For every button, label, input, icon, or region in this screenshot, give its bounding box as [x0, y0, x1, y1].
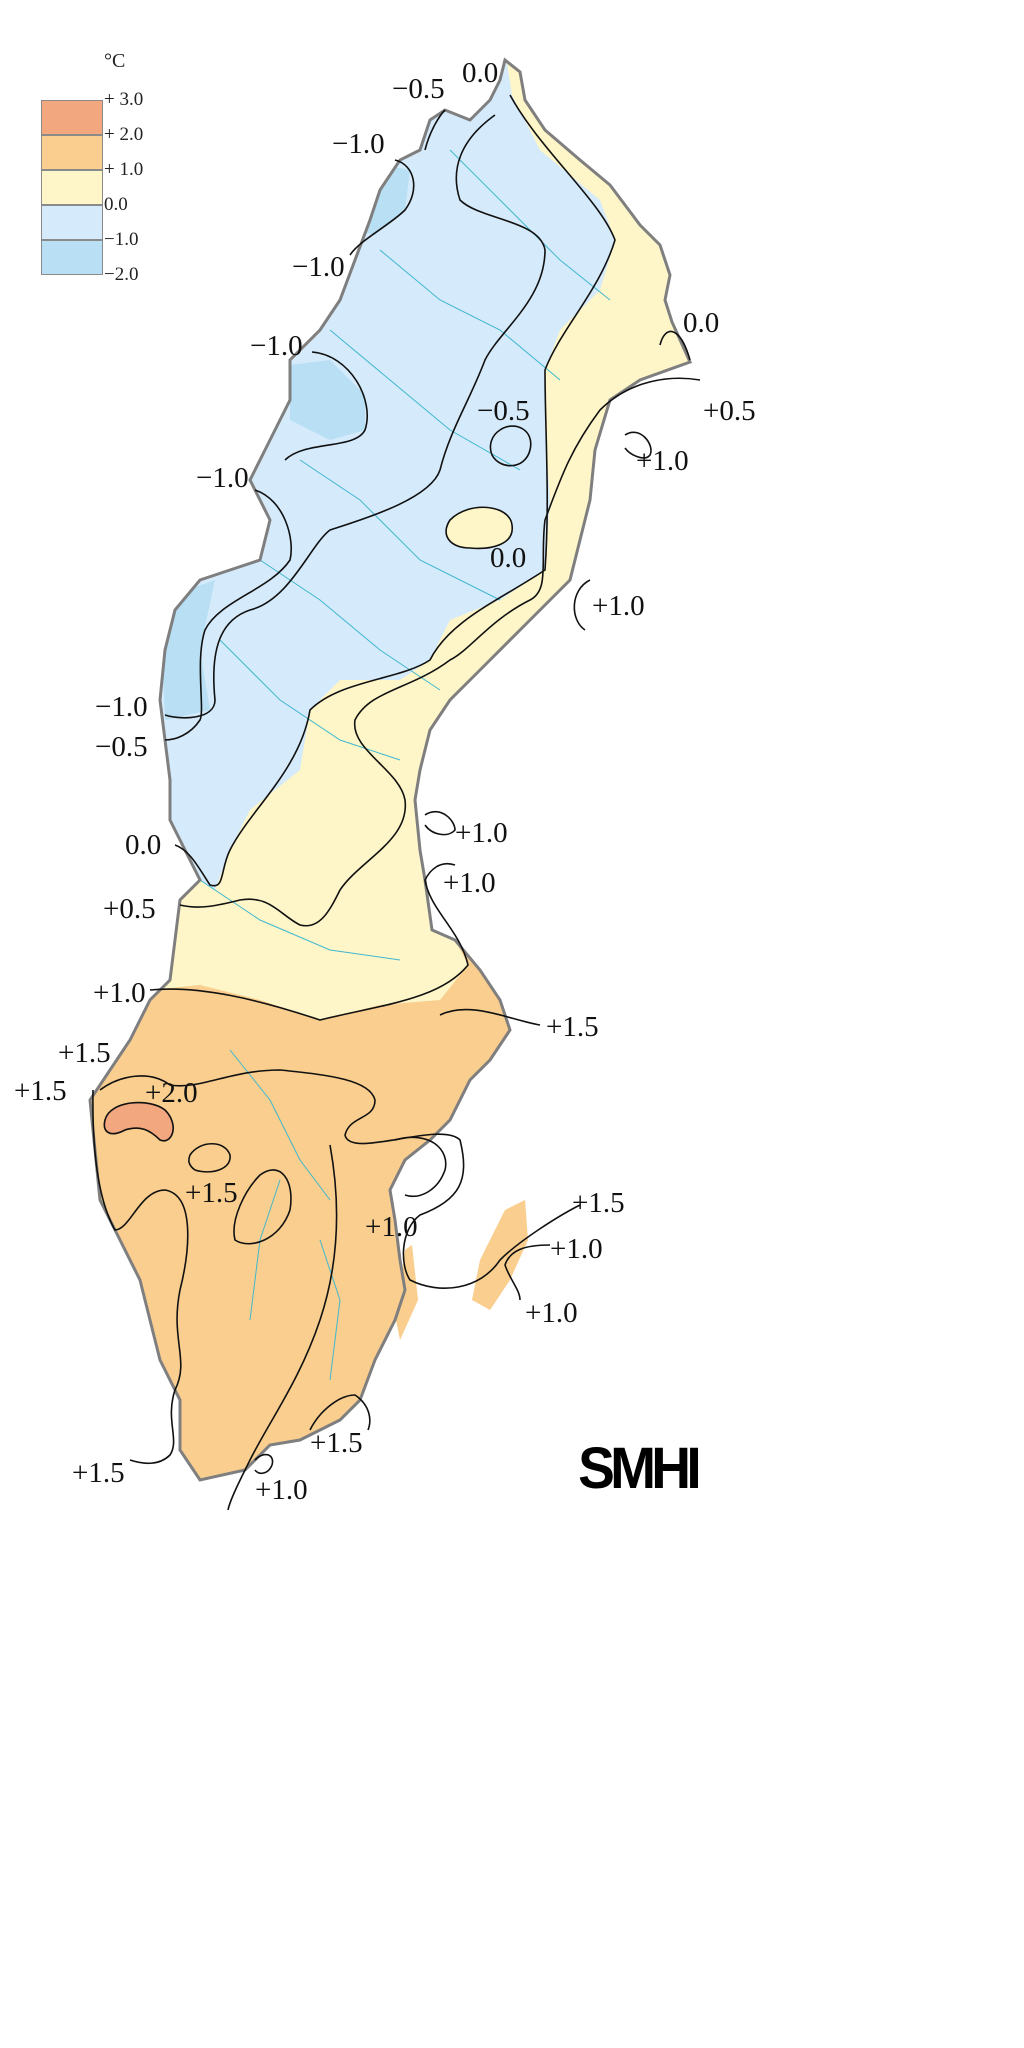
contour-label: −0.5: [95, 731, 148, 763]
isotherms: [92, 94, 701, 1511]
contour-label: +1.0: [455, 817, 508, 849]
contour-label: −1.0: [250, 330, 303, 362]
legend-swatch-m1-0: [41, 205, 103, 240]
contour-label: −0.5: [477, 395, 530, 427]
contour-label: +1.0: [93, 977, 146, 1009]
legend-swatch-0-1: [41, 170, 103, 205]
contour-label: 0.0: [125, 829, 161, 861]
contour-label: +1.5: [72, 1457, 125, 1489]
contour-label: +1.5: [185, 1177, 238, 1209]
contour-label: 0.0: [462, 57, 498, 89]
contour-label: +1.0: [592, 590, 645, 622]
contour-label: +1.0: [636, 445, 689, 477]
contour-label: +1.5: [58, 1037, 111, 1069]
legend-tick: + 2.0: [104, 124, 144, 145]
legend-tick: 0.0: [104, 194, 128, 215]
contour-label: −0.5: [392, 73, 445, 105]
contour-label: −1.0: [95, 691, 148, 723]
contour-label: +1.0: [255, 1474, 308, 1506]
contour-label: −1.0: [292, 251, 345, 283]
contour-label: +1.5: [14, 1075, 67, 1107]
contour-label: +1.0: [365, 1211, 418, 1243]
contour-label: +1.0: [550, 1233, 603, 1265]
contour-label: −1.0: [332, 128, 385, 160]
smhi-logo: SMHI: [578, 1436, 702, 1501]
contour-label: 0.0: [683, 307, 719, 339]
contour-label: 0.0: [490, 542, 526, 574]
contour-label: +1.5: [572, 1187, 625, 1219]
legend-swatch-2-3: [41, 100, 103, 135]
contour-label: +1.5: [310, 1427, 363, 1459]
contour-label: +0.5: [703, 395, 756, 427]
contour-label: +1.5: [546, 1011, 599, 1043]
zone-m2-to-m1: [290, 360, 365, 440]
legend-swatch-m2-m1: [41, 240, 103, 275]
legend-tick: −2.0: [104, 264, 139, 285]
isotherm-labels: −0.5 0.0 −1.0 −1.0 0.0 −1.0 +0.5 −0.5 +1…: [14, 57, 756, 1506]
legend-tick: + 1.0: [104, 159, 144, 180]
contour-label: +1.0: [525, 1297, 578, 1329]
contour-label: +1.0: [443, 867, 496, 899]
contour-label: +2.0: [145, 1077, 198, 1109]
zone-island-0: [446, 507, 513, 549]
legend-tick: + 3.0: [104, 89, 144, 110]
legend-unit: °C: [104, 50, 126, 72]
contour-label: +0.5: [103, 893, 156, 925]
legend: °C + 3.0 + 2.0 + 1.0 0.0 −1.0 −2.0: [40, 50, 180, 290]
legend-tick: −1.0: [104, 229, 139, 250]
rivers: [199, 149, 611, 1381]
contour-label: −1.0: [196, 462, 249, 494]
legend-swatch-1-2: [41, 135, 103, 170]
